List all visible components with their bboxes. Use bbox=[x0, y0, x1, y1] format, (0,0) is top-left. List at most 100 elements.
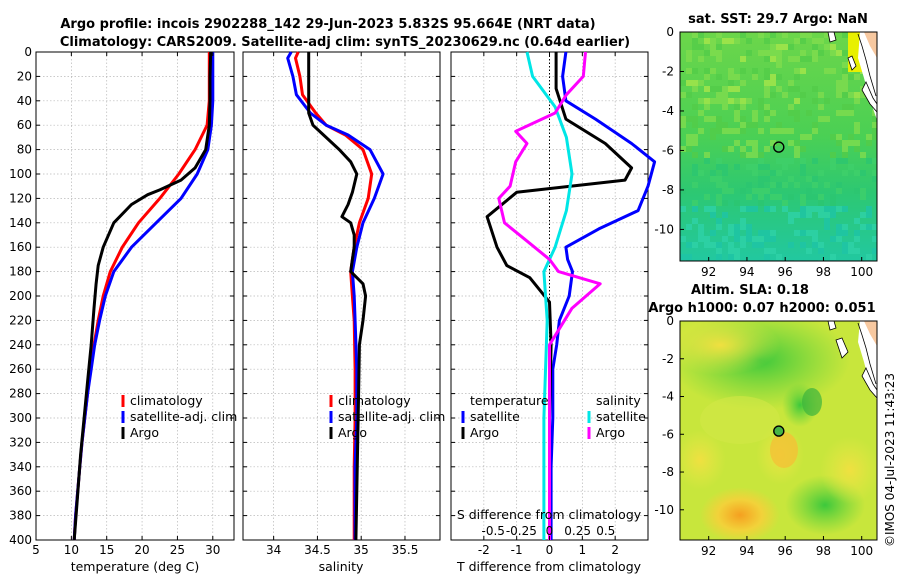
map-x-tick-label: 98 bbox=[816, 544, 831, 558]
legend-label-temperature-satellite: satellite bbox=[470, 409, 520, 424]
x-tick-label: 25 bbox=[170, 543, 185, 557]
temperature-panel: 0 20 40 60 80 100 120 140 160 180 200 220 240 260 280 3… bbox=[9, 45, 237, 574]
salinity-xlabel: salinity bbox=[319, 559, 364, 574]
salinity-series bbox=[286, 51, 385, 541]
x-tick-label: -1 bbox=[511, 543, 523, 557]
difference-salinity-ticks: -0.5 -0.25 0 0.25 0.5 bbox=[482, 524, 616, 538]
map-y-tick-label: -10 bbox=[654, 503, 674, 517]
figure-title-line1: Argo profile: incois 2902288_142 29-Jun-… bbox=[60, 17, 595, 32]
sst-map-field bbox=[680, 32, 877, 261]
salinity-ticks: 34 34.5 35 35.5 bbox=[243, 51, 440, 557]
map-x-tick-label: 96 bbox=[778, 544, 793, 558]
series-argo bbox=[72, 51, 213, 541]
temperature-series bbox=[72, 51, 215, 541]
y-tick-label: 280 bbox=[9, 387, 32, 401]
map-y-tick-label: -10 bbox=[654, 222, 674, 236]
y-tick-label: 160 bbox=[9, 240, 32, 254]
series-climatology bbox=[294, 51, 374, 540]
map-y-tick-label: -8 bbox=[662, 465, 674, 479]
difference-legend: temperature salinity satellite Argo sate… bbox=[461, 393, 646, 440]
legend-label-satellite-adj-clim: satellite-adj. clim bbox=[338, 409, 445, 424]
y-tick-label: 120 bbox=[9, 191, 32, 205]
salinity-panel: 34 34.5 35 35.5 salinity climatology satell… bbox=[242, 51, 445, 574]
sst-map-frame bbox=[679, 31, 878, 262]
y-tick-label: 320 bbox=[9, 435, 32, 449]
salinity-x-tick-label: 0.25 bbox=[564, 524, 591, 538]
sst-map-ticks: 92 94 96 98 100 0 -2 -4 -6 -8 -10 bbox=[654, 25, 873, 279]
sla-argo-marker bbox=[773, 425, 785, 437]
temperature-legend: climatology satellite-adj. clim Argo bbox=[121, 393, 237, 440]
x-tick-label: 0 bbox=[546, 543, 554, 557]
legend-label-argo: Argo bbox=[338, 425, 367, 440]
legend-header-temperature: temperature bbox=[470, 393, 549, 408]
legend-label-climatology: climatology bbox=[130, 393, 203, 408]
series-temperature-argo bbox=[485, 52, 634, 540]
figure-title-line2: Climatology: CARS2009. Satellite-adj cli… bbox=[60, 35, 630, 50]
series-salinity-satellite bbox=[525, 51, 574, 540]
difference-ticks: -2 -1 0 1 2 bbox=[451, 51, 648, 557]
sla-map-frame bbox=[679, 320, 878, 541]
x-tick-label: 10 bbox=[64, 543, 79, 557]
sst-map-title: sat. SST: 29.7 Argo: NaN bbox=[688, 12, 868, 27]
map-y-tick-label: -4 bbox=[662, 390, 674, 404]
salinity-x-tick-label: -0.5 bbox=[482, 524, 505, 538]
legend-label-salinity-satellite: satellite bbox=[596, 409, 646, 424]
difference-s-xlabel: S difference from climatology bbox=[457, 507, 642, 522]
y-tick-label: 0 bbox=[24, 45, 32, 59]
x-tick-label: 35 bbox=[354, 543, 369, 557]
sla-map-ticks: 92 94 96 98 100 0 -2 -4 -6 -8 -10 bbox=[654, 314, 873, 558]
x-tick-label: 34.5 bbox=[304, 543, 331, 557]
y-tick-label: 400 bbox=[9, 533, 32, 547]
salinity-x-tick-label: -0.25 bbox=[506, 524, 537, 538]
x-tick-label: -2 bbox=[478, 543, 490, 557]
y-tick-label: 40 bbox=[17, 94, 32, 108]
y-tick-label: 200 bbox=[9, 289, 32, 303]
series-temperature-satellite bbox=[549, 51, 657, 540]
y-tick-label: 60 bbox=[17, 118, 32, 132]
salinity-x-tick-label: 0.5 bbox=[596, 524, 615, 538]
x-tick-label: 15 bbox=[99, 543, 114, 557]
legend-label-argo: Argo bbox=[130, 425, 159, 440]
map-y-tick-label: 0 bbox=[666, 25, 674, 39]
legend-header-salinity: salinity bbox=[596, 393, 641, 408]
x-tick-label: 1 bbox=[579, 543, 587, 557]
map-y-tick-label: -8 bbox=[662, 183, 674, 197]
y-tick-label: 360 bbox=[9, 484, 32, 498]
x-tick-label: 35.5 bbox=[392, 543, 419, 557]
map-x-tick-label: 92 bbox=[701, 544, 716, 558]
difference-t-xlabel: T difference from climatology bbox=[456, 559, 642, 574]
difference-series bbox=[485, 51, 657, 540]
x-tick-label: 2 bbox=[611, 543, 619, 557]
y-tick-label: 340 bbox=[9, 460, 32, 474]
map-x-tick-label: 94 bbox=[739, 265, 754, 279]
map-y-tick-label: -6 bbox=[662, 143, 674, 157]
sst-map-panel: sat. SST: 29.7 Argo: NaN 92 94 96 98 100 0 -2 -… bbox=[654, 12, 878, 279]
difference-panel: -2 -1 0 1 2 -0.5 -0.25 0 0.25 0.5 S difference f… bbox=[450, 51, 657, 574]
map-x-tick-label: 94 bbox=[739, 544, 754, 558]
salinity-x-tick-label: 0 bbox=[546, 524, 554, 538]
sst-argo-marker bbox=[773, 141, 785, 153]
map-y-tick-label: -6 bbox=[662, 427, 674, 441]
legend-label-temperature-argo: Argo bbox=[470, 425, 499, 440]
y-tick-label: 380 bbox=[9, 509, 32, 523]
map-y-tick-label: -2 bbox=[662, 64, 674, 78]
map-y-tick-label: -4 bbox=[662, 104, 674, 118]
sla-map-subtitle: Argo h1000: 0.07 h2000: 0.051 bbox=[648, 301, 875, 316]
x-tick-label: 5 bbox=[32, 543, 40, 557]
sla-map-title: Altim. SLA: 0.18 bbox=[691, 283, 809, 298]
salinity-grid bbox=[243, 52, 440, 540]
salinity-legend: climatology satellite-adj. clim Argo bbox=[329, 393, 445, 440]
imos-credit: ©IMOS 04-Jul-2023 11:43:23 bbox=[883, 373, 897, 547]
map-y-tick-label: 0 bbox=[666, 314, 674, 328]
y-tick-label: 180 bbox=[9, 265, 32, 279]
x-tick-label: 34 bbox=[266, 543, 281, 557]
temperature-ticks: 0 20 40 60 80 100 120 140 160 180 200 220 240 260 280 3… bbox=[9, 45, 234, 557]
sla-map-panel: Altim. SLA: 0.18 Argo h1000: 0.07 h2000:… bbox=[648, 283, 878, 558]
map-x-tick-label: 100 bbox=[850, 544, 873, 558]
y-tick-label: 240 bbox=[9, 338, 32, 352]
x-tick-label: 30 bbox=[205, 543, 220, 557]
y-tick-label: 140 bbox=[9, 216, 32, 230]
y-tick-label: 20 bbox=[17, 69, 32, 83]
series-argo bbox=[307, 52, 368, 541]
map-x-tick-label: 100 bbox=[850, 265, 873, 279]
